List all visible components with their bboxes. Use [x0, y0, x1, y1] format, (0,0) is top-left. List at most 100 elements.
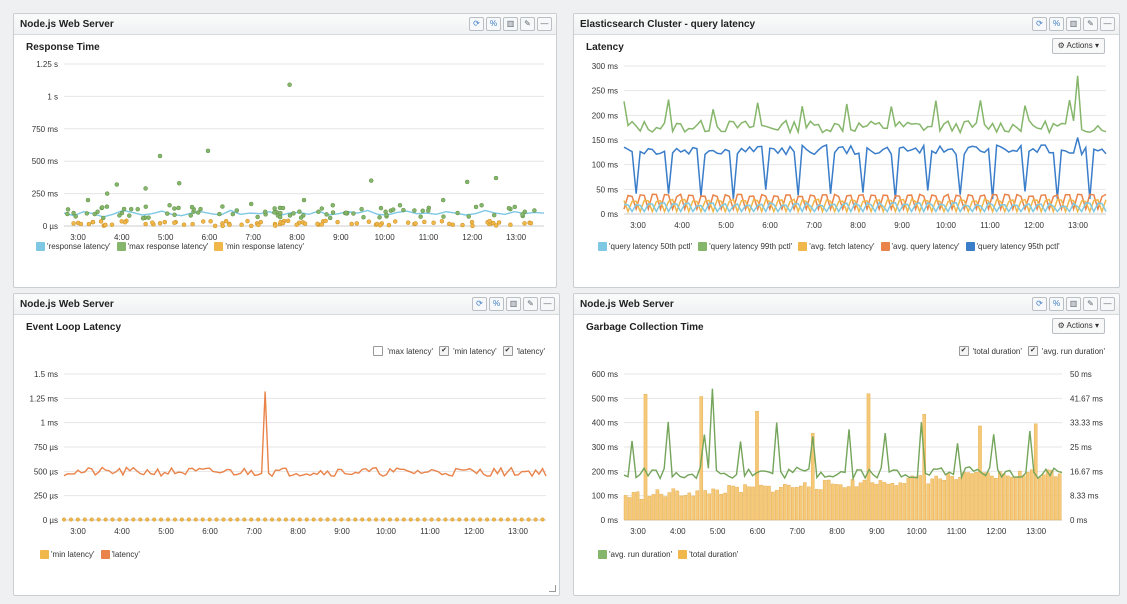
legend-item[interactable]: 'response latency': [36, 242, 111, 251]
toggle-max-latency[interactable]: 'max latency': [373, 346, 433, 356]
data-point: [473, 204, 479, 210]
edit-icon[interactable]: ✎: [520, 17, 535, 31]
data-point: [368, 178, 374, 183]
refresh-icon[interactable]: ⟳: [1032, 17, 1047, 31]
link-icon[interactable]: %: [489, 297, 504, 311]
toggle-avg-run-duration[interactable]: ✔'avg. run duration': [1027, 346, 1105, 356]
data-point: [315, 221, 320, 227]
x-tick-label: 10:00: [907, 527, 928, 536]
legend-item[interactable]: 'avg. query latency': [880, 242, 960, 251]
refresh-icon[interactable]: ⟳: [1032, 297, 1047, 311]
minimize-icon[interactable]: —: [1100, 297, 1115, 311]
link-icon[interactable]: %: [1049, 17, 1064, 31]
bar: [787, 484, 791, 521]
checkbox[interactable]: ✔: [502, 346, 513, 356]
edit-icon[interactable]: ✎: [1083, 17, 1098, 31]
bar: [838, 484, 843, 521]
bar: [675, 490, 680, 521]
refresh-icon[interactable]: ⟳: [472, 297, 487, 311]
checkbox[interactable]: ✔: [1027, 346, 1038, 356]
edit-icon[interactable]: ✎: [523, 297, 538, 311]
x-tick-label: 6:00: [202, 233, 218, 242]
y-tick-label: 1 ms: [41, 419, 58, 428]
data-point: [479, 203, 484, 208]
actions-dropdown[interactable]: ⚙ Actions ▾: [1051, 38, 1105, 54]
data-point: [200, 219, 206, 224]
bar: [934, 475, 938, 521]
resize-handle[interactable]: [549, 585, 556, 592]
data-point: [283, 517, 288, 522]
legend-item[interactable]: 'avg. fetch latency': [798, 242, 875, 251]
x-tick-label: 12:00: [462, 233, 483, 242]
trash-icon[interactable]: ▥: [1066, 297, 1081, 311]
data-point: [470, 223, 475, 229]
bar: [1041, 474, 1046, 521]
chart-legend: 'min latency' 'latency': [40, 550, 140, 559]
minimize-icon[interactable]: —: [540, 297, 555, 311]
legend-item[interactable]: 'min response latency': [214, 242, 304, 251]
data-point: [172, 220, 177, 225]
data-point: [230, 211, 236, 217]
bar: [731, 485, 735, 521]
checkbox[interactable]: [373, 346, 384, 356]
bar: [874, 483, 879, 521]
legend-item[interactable]: 'latency': [100, 550, 140, 559]
data-point: [242, 517, 247, 522]
bar: [1057, 473, 1062, 521]
bar: [643, 394, 648, 521]
bar: [806, 486, 811, 521]
data-point: [135, 206, 140, 212]
toggle-min-latency[interactable]: ✔'min latency': [439, 346, 497, 356]
data-point: [119, 210, 125, 216]
data-point: [276, 517, 281, 522]
trash-icon[interactable]: ▥: [503, 17, 518, 31]
checkbox[interactable]: ✔: [439, 346, 450, 356]
x-tick-label: 5:00: [158, 527, 174, 536]
minimize-icon[interactable]: —: [1100, 17, 1115, 31]
bar: [810, 432, 815, 521]
data-point: [522, 221, 527, 226]
trash-icon[interactable]: ▥: [1066, 17, 1081, 31]
chart-subtitle: Garbage Collection Time: [586, 322, 704, 333]
toggle-label: 'latency': [516, 346, 545, 356]
checkbox[interactable]: ✔: [958, 346, 969, 356]
legend-item[interactable]: 'avg. run duration': [598, 550, 672, 559]
actions-dropdown[interactable]: ⚙ Actions ▾: [1051, 318, 1105, 334]
link-icon[interactable]: %: [1049, 297, 1064, 311]
toggle-latency[interactable]: ✔'latency': [502, 346, 545, 356]
series-line: [623, 75, 1107, 135]
data-point: [96, 517, 101, 522]
data-point: [353, 517, 358, 522]
minimize-icon[interactable]: —: [537, 17, 552, 31]
bar: [950, 476, 954, 521]
bar: [802, 482, 807, 521]
legend-item[interactable]: 'query latency 50th pctl': [598, 242, 692, 251]
data-point: [165, 211, 170, 216]
link-icon[interactable]: %: [486, 17, 501, 31]
data-point: [131, 517, 136, 522]
toggle-total-duration[interactable]: ✔'total duration': [958, 346, 1022, 356]
legend-item[interactable]: 'query latency 95th pctl': [965, 242, 1060, 251]
bar: [1053, 476, 1058, 521]
legend-item[interactable]: 'max response latency': [116, 242, 209, 251]
trash-icon[interactable]: ▥: [506, 297, 521, 311]
bar: [962, 472, 966, 521]
legend-item[interactable]: 'total duration': [678, 550, 738, 559]
legend-item[interactable]: 'min latency': [40, 550, 95, 559]
legend-label: 'max response latency': [127, 242, 209, 251]
data-point: [392, 219, 398, 224]
bar: [1045, 469, 1050, 521]
legend-swatch: [214, 242, 224, 251]
refresh-icon[interactable]: ⟳: [469, 17, 484, 31]
bar: [882, 482, 887, 521]
data-point: [162, 219, 168, 225]
x-tick-label: 3:00: [630, 527, 646, 536]
legend-item[interactable]: 'query latency 99th pctl': [698, 242, 792, 251]
x-tick-label: 9:00: [334, 527, 350, 536]
data-point: [272, 206, 277, 211]
bar: [663, 496, 668, 521]
edit-icon[interactable]: ✎: [1083, 297, 1098, 311]
bar: [986, 472, 990, 521]
data-point: [291, 211, 296, 216]
bar: [747, 486, 751, 521]
